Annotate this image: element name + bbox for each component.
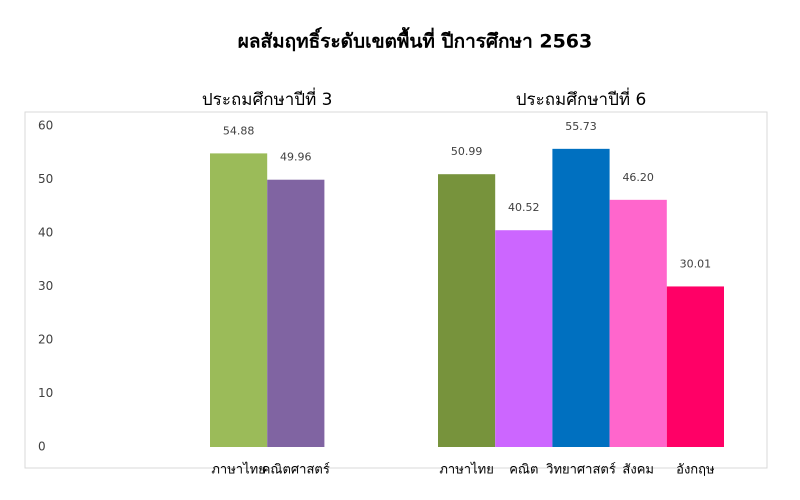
bar bbox=[438, 174, 496, 448]
group-label: ประถมศึกษาปีที่ 6 bbox=[516, 87, 647, 110]
value-label: 55.73 bbox=[565, 120, 597, 133]
y-tick-label: 20 bbox=[38, 333, 53, 347]
y-tick-label: 10 bbox=[38, 386, 53, 400]
bar bbox=[267, 179, 325, 448]
value-label: 46.20 bbox=[622, 171, 654, 184]
value-label: 40.52 bbox=[508, 201, 540, 214]
value-label: 50.99 bbox=[451, 145, 483, 158]
x-tick-label: สังคม bbox=[622, 463, 654, 478]
chart-title: ผลสัมฤทธิ์ระดับเขตพื้นที่ ปีการศึกษา 256… bbox=[238, 27, 593, 53]
y-tick-label: 60 bbox=[38, 119, 53, 133]
bar bbox=[210, 153, 268, 447]
value-label: 49.96 bbox=[280, 151, 312, 164]
bar bbox=[666, 286, 724, 447]
value-label: 54.88 bbox=[223, 124, 255, 137]
x-tick-label: ภาษาไทย bbox=[439, 462, 493, 478]
bar bbox=[495, 230, 553, 447]
x-tick-label: ภาษาไทย bbox=[211, 462, 265, 478]
plot-frame bbox=[24, 111, 768, 469]
value-label: 30.01 bbox=[680, 257, 712, 270]
group-label: ประถมศึกษาปีที่ 3 bbox=[202, 87, 333, 110]
y-tick-label: 0 bbox=[38, 440, 46, 454]
x-tick-label: อังกฤษ bbox=[676, 463, 715, 478]
y-tick-label: 50 bbox=[38, 172, 53, 186]
y-tick-label: 30 bbox=[38, 279, 53, 293]
bar bbox=[552, 148, 610, 448]
x-tick-label: คณิตศาสตร์ bbox=[262, 462, 330, 478]
y-tick-label: 40 bbox=[38, 226, 53, 240]
x-tick-label: วิทยาศาสตร์ bbox=[545, 462, 615, 478]
x-tick-label: คณิต bbox=[509, 463, 538, 478]
bar bbox=[609, 199, 667, 447]
